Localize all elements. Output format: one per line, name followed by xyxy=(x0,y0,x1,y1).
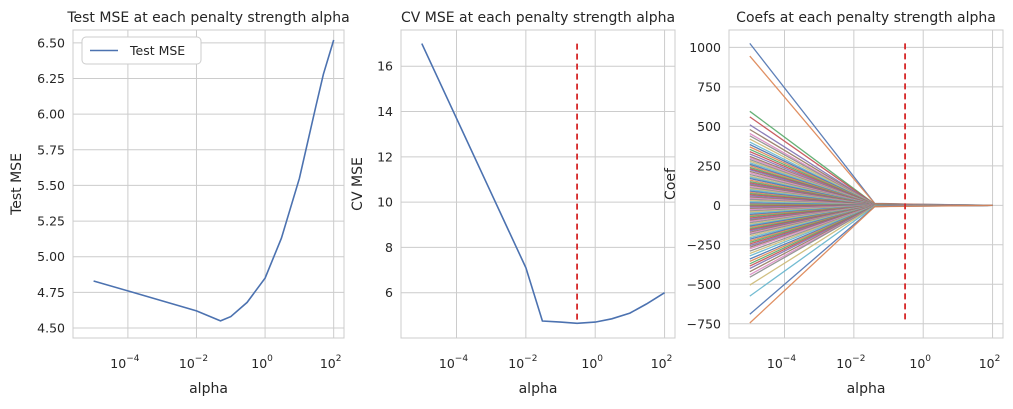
y-axis-label: CV MSE xyxy=(350,157,366,211)
test-mse-chart: 10−4 10−2 100 102 4.50 4.75 5.00 5.25 5.50 5.75 6.… xyxy=(9,10,350,397)
y-tick-label: 5.75 xyxy=(37,142,65,157)
y-tick-label: 250 xyxy=(697,158,721,173)
x-tick-label: 10−2 xyxy=(836,354,865,371)
chart-title: Coefs at each penalty strength alpha xyxy=(736,10,996,26)
y-tick-label: 6 xyxy=(385,285,393,300)
y-tick-label: 6.25 xyxy=(37,71,65,86)
y-tick-label: 6.00 xyxy=(37,107,65,122)
y-tick-label: 5.00 xyxy=(37,249,65,264)
chart-title: CV MSE at each penalty strength alpha xyxy=(401,10,675,26)
x-tick-label: 102 xyxy=(979,354,1001,371)
plot-frame xyxy=(73,30,344,338)
x-tick-label: 10−2 xyxy=(179,354,208,371)
x-tick-label: 10−2 xyxy=(508,354,537,371)
y-tick-label: −500 xyxy=(687,277,721,292)
y-tick-label: 1000 xyxy=(689,40,721,55)
x-tick-label: 10−4 xyxy=(439,354,468,371)
series-line xyxy=(422,44,665,324)
y-tick-label: 5.50 xyxy=(37,178,65,193)
y-tick-label: 750 xyxy=(697,79,721,94)
y-tick-label: 16 xyxy=(377,59,393,74)
x-tick-label: 10−4 xyxy=(110,354,139,371)
y-tick-label: −750 xyxy=(687,316,721,331)
x-axis-label: alpha xyxy=(847,381,886,397)
legend: Test MSE xyxy=(82,37,201,64)
y-tick-label: 0 xyxy=(713,198,721,213)
y-tick-label: 4.75 xyxy=(37,285,65,300)
y-tick-label: 14 xyxy=(377,104,393,119)
coefs-chart: 10−4 10−2 100 102 −750 −500 −250 0 250 500 750 1000… xyxy=(663,10,1003,397)
x-axis-label: alpha xyxy=(189,381,228,397)
y-tick-label: 10 xyxy=(377,195,393,210)
cv-mse-chart: 10−4 10−2 100 102 6 8 10 12 14 16 CV MSE at each p… xyxy=(350,10,675,397)
x-tick-label: 102 xyxy=(651,354,673,371)
x-tick-label: 10−4 xyxy=(767,354,796,371)
chart-title: Test MSE at each penalty strength alpha xyxy=(66,10,349,26)
y-tick-label: 6.50 xyxy=(37,35,65,50)
y-tick-label: 5.25 xyxy=(37,214,65,229)
x-tick-label: 100 xyxy=(581,354,603,371)
x-tick-label: 102 xyxy=(320,354,342,371)
y-axis-label: Coef xyxy=(663,167,679,200)
y-axis-label: Test MSE xyxy=(9,153,25,216)
legend-label: Test MSE xyxy=(129,43,185,58)
y-tick-label: 500 xyxy=(697,119,721,134)
x-tick-label: 100 xyxy=(251,354,273,371)
plot-frame xyxy=(401,30,675,338)
y-tick-label: 8 xyxy=(385,240,393,255)
y-tick-label: 4.50 xyxy=(37,321,65,336)
y-tick-label: −250 xyxy=(687,237,721,252)
series-line xyxy=(94,40,334,321)
x-tick-label: 100 xyxy=(909,354,931,371)
coef-paths xyxy=(750,43,993,323)
x-axis-label: alpha xyxy=(519,381,558,397)
y-tick-label: 12 xyxy=(377,149,393,164)
